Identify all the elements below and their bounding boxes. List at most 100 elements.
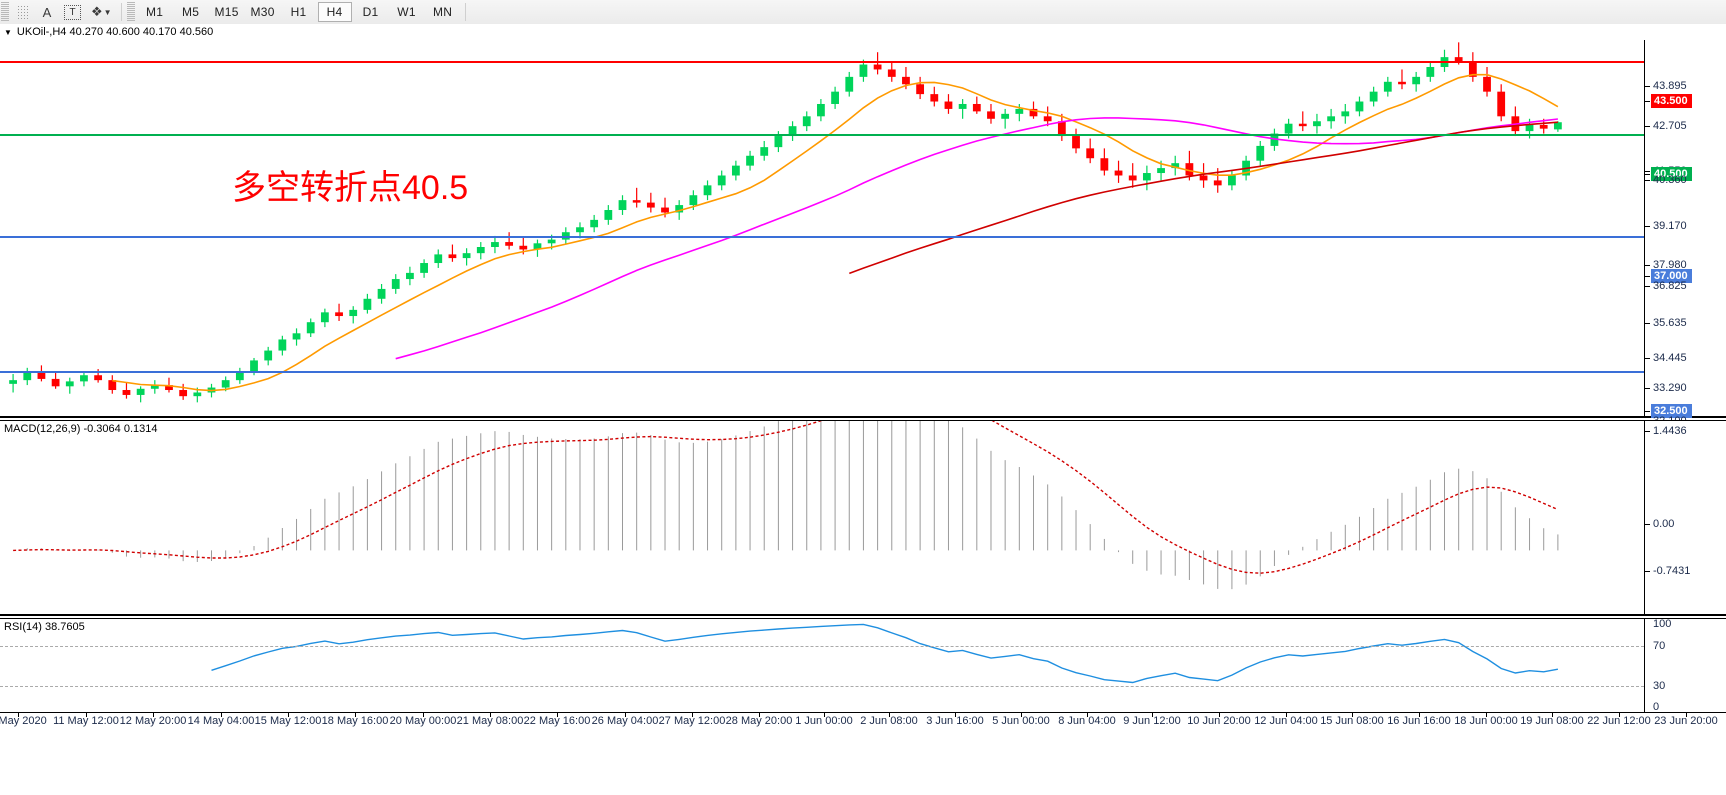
timeframe-mn[interactable]: MN: [432, 5, 453, 19]
objects-icon[interactable]: ❖ ▼: [87, 2, 116, 22]
chevron-down-icon[interactable]: ▼: [4, 27, 12, 37]
price-axis[interactable]: 43.89543.50042.70541.55040.50040.36039.1…: [1644, 40, 1726, 520]
candle-body: [1001, 113, 1010, 119]
candle-body: [292, 333, 301, 340]
time-axis-label: 8 May 2020: [0, 715, 47, 727]
rsi-line: [211, 623, 1559, 684]
toolbar-drag-handle[interactable]: [1, 2, 9, 22]
candle-body: [1015, 108, 1024, 114]
macd-series-svg: [13, 421, 1559, 590]
main-toolbar: A T ❖ ▼ M1 M5 M15 M30 H1 H4 D1 W1 MN: [0, 0, 1726, 25]
crosshair-icon[interactable]: [12, 2, 34, 22]
toolbar-separator: [120, 3, 122, 21]
candle-body: [434, 254, 443, 264]
timeframe-m30[interactable]: M30: [250, 5, 275, 19]
candle-body: [1086, 148, 1095, 159]
text-a-icon[interactable]: A: [36, 2, 58, 22]
candle-body: [221, 380, 230, 388]
toolbar-separator-end: [464, 3, 466, 21]
time-axis-label: 2 Jun 08:00: [860, 715, 918, 727]
candle-body: [916, 84, 925, 95]
candle-body: [1483, 76, 1491, 92]
rsi-axis[interactable]: 100 70 30 0: [1644, 618, 1726, 713]
candle-body: [278, 339, 287, 351]
candle-body: [349, 309, 358, 317]
macd-axis[interactable]: 1.4436 0.00 -0.7431: [1644, 421, 1726, 614]
text-label-icon[interactable]: T: [60, 2, 85, 22]
timeframe-h1[interactable]: H1: [290, 5, 307, 19]
candle-body: [122, 390, 131, 395]
timeframe-m15[interactable]: M15: [214, 5, 239, 19]
candle-body: [547, 239, 556, 244]
time-tick: [759, 713, 760, 717]
macd-histogram: [26, 421, 1559, 590]
price-tick: [1645, 126, 1650, 127]
candle-body: [1398, 81, 1406, 85]
price-chart-area[interactable]: 多空转折点40.5: [0, 40, 1644, 416]
price-tick: [1645, 180, 1650, 181]
candle-body: [320, 312, 329, 323]
macd-chart-area[interactable]: MACD(12,26,9) -0.3064 0.1314: [0, 421, 1644, 614]
time-tick: [1021, 713, 1022, 717]
candle-body: [165, 385, 173, 391]
timeframe-m1[interactable]: M1: [145, 5, 164, 19]
time-tick: [1152, 713, 1153, 717]
timeframe-m5[interactable]: M5: [181, 5, 200, 19]
candle-body: [51, 378, 60, 387]
candle-body: [590, 219, 599, 228]
price-tick: [1645, 286, 1650, 287]
candle-body: [1043, 116, 1052, 122]
candle-body: [250, 360, 258, 372]
rsi-chart-area[interactable]: RSI(14) 38.7605: [0, 619, 1644, 712]
time-tick: [288, 713, 289, 717]
price-series-svg: [9, 42, 1562, 403]
macd-axis-label: 0.00: [1653, 518, 1675, 530]
price-axis-highlight-label: 40.500: [1651, 167, 1692, 181]
price-axis-label: 43.895: [1653, 80, 1687, 92]
time-axis-label: 11 May 12:00: [53, 715, 119, 727]
price-tick: [1645, 276, 1650, 277]
candle-body: [1157, 168, 1165, 174]
rsi-axis-label: 0: [1653, 701, 1660, 713]
objects-dropdown-caret[interactable]: ▼: [103, 7, 112, 17]
candle-body: [1256, 145, 1265, 161]
candle-body: [108, 380, 117, 391]
ma-mid-line: [395, 117, 1558, 360]
time-tick: [1619, 713, 1620, 717]
price-axis-label: 35.635: [1653, 317, 1687, 329]
candle-body: [462, 253, 471, 259]
candle-body: [476, 247, 485, 254]
candle-body: [817, 103, 825, 117]
time-tick: [1686, 713, 1687, 717]
time-tick: [557, 713, 558, 717]
price-axis-label: 37.980: [1653, 259, 1687, 271]
time-tick: [1087, 713, 1088, 717]
time-tick: [221, 713, 222, 717]
symbol-ohlc-text: UKOil-,H4 40.270 40.600 40.170 40.560: [16, 26, 214, 38]
macd-tick: [1645, 431, 1650, 432]
candle-body: [1270, 133, 1279, 146]
macd-axis-label: 1.4436: [1653, 425, 1687, 437]
timeframe-drag-handle[interactable]: [126, 2, 135, 22]
candle-body: [1383, 81, 1392, 92]
time-tick: [423, 713, 424, 717]
time-axis-label: 12 May 20:00: [119, 715, 187, 727]
candle-body: [23, 372, 32, 381]
timeframe-d1[interactable]: D1: [362, 5, 379, 19]
candle-body: [1185, 163, 1194, 176]
timeframe-w1[interactable]: W1: [397, 5, 416, 19]
macd-axis-label: -0.7431: [1653, 565, 1691, 577]
time-axis-label: 15 May 12:00: [254, 715, 322, 727]
candle-body: [646, 202, 655, 208]
candle-body: [717, 175, 726, 186]
candle-body: [150, 385, 159, 389]
candle-body: [774, 136, 783, 148]
level-line-43500: [0, 61, 1644, 63]
price-axis-highlight-label: 43.500: [1651, 94, 1692, 108]
price-axis-highlight-label: 37.000: [1651, 269, 1692, 283]
time-axis-label: 28 May 20:00: [725, 715, 793, 727]
candle-body: [1341, 111, 1350, 117]
time-tick: [625, 713, 626, 717]
timeframe-h4[interactable]: H4: [317, 2, 352, 22]
